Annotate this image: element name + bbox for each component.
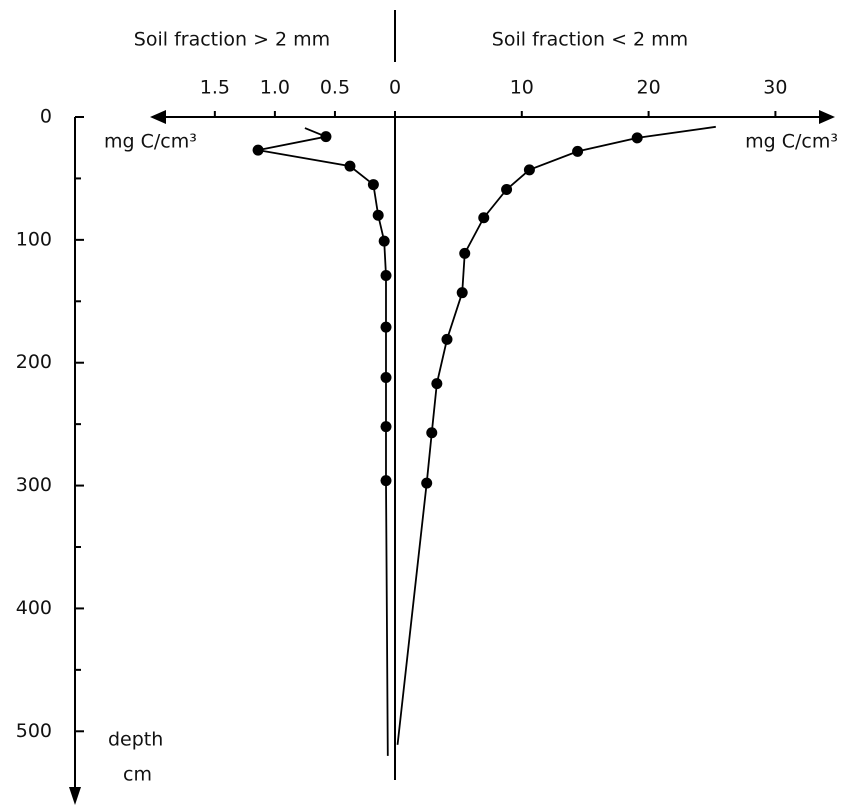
profile-point	[501, 183, 513, 195]
profile-point	[344, 160, 356, 172]
profile-point	[380, 475, 392, 487]
profile-point	[380, 371, 392, 383]
y-label: depth	[108, 729, 163, 751]
left-title: Soil fraction > 2 mm	[134, 29, 330, 51]
right-unit: mg C/cm³	[745, 131, 838, 153]
y-tick-label: 400	[16, 597, 52, 619]
x-tick-label: 1.5	[200, 77, 230, 99]
profile-line	[257, 127, 389, 756]
x-tick-label: 20	[637, 77, 661, 99]
profile-point	[523, 164, 535, 176]
profile-point	[426, 427, 438, 439]
right-title: Soil fraction < 2 mm	[492, 29, 688, 51]
profile-point	[478, 212, 490, 224]
profile-point	[572, 145, 584, 157]
x-tick-label: 10	[510, 77, 534, 99]
profile-point	[459, 247, 471, 259]
x-axis-arrow-left	[150, 110, 166, 124]
profile-point	[441, 333, 453, 345]
y-tick-label: 0	[40, 106, 52, 128]
x-tick-label: 0	[389, 77, 401, 99]
profile-point	[252, 144, 264, 156]
profile-point	[380, 421, 392, 433]
profile-point	[380, 269, 392, 281]
profile-point	[421, 477, 433, 489]
x-axis-arrow-right	[819, 110, 835, 124]
y-tick-label: 500	[16, 720, 52, 742]
x-tick-label: 1.0	[260, 77, 290, 99]
profile-point	[378, 235, 390, 247]
profile-point	[372, 209, 384, 221]
y-unit: cm	[123, 764, 152, 786]
profile-line	[396, 125, 716, 745]
profile-point	[320, 131, 332, 143]
profile-point	[367, 179, 379, 191]
profile-point	[380, 321, 392, 333]
y-axis-arrow	[69, 787, 81, 805]
y-tick-label: 100	[16, 228, 52, 250]
profile-point	[631, 132, 643, 144]
profile-point	[456, 287, 468, 299]
x-tick-label: 0.5	[320, 77, 350, 99]
profile-point	[431, 378, 443, 390]
y-tick-label: 300	[16, 474, 52, 496]
y-tick-label: 200	[16, 351, 52, 373]
left-unit: mg C/cm³	[104, 131, 197, 153]
x-tick-label: 30	[763, 77, 787, 99]
